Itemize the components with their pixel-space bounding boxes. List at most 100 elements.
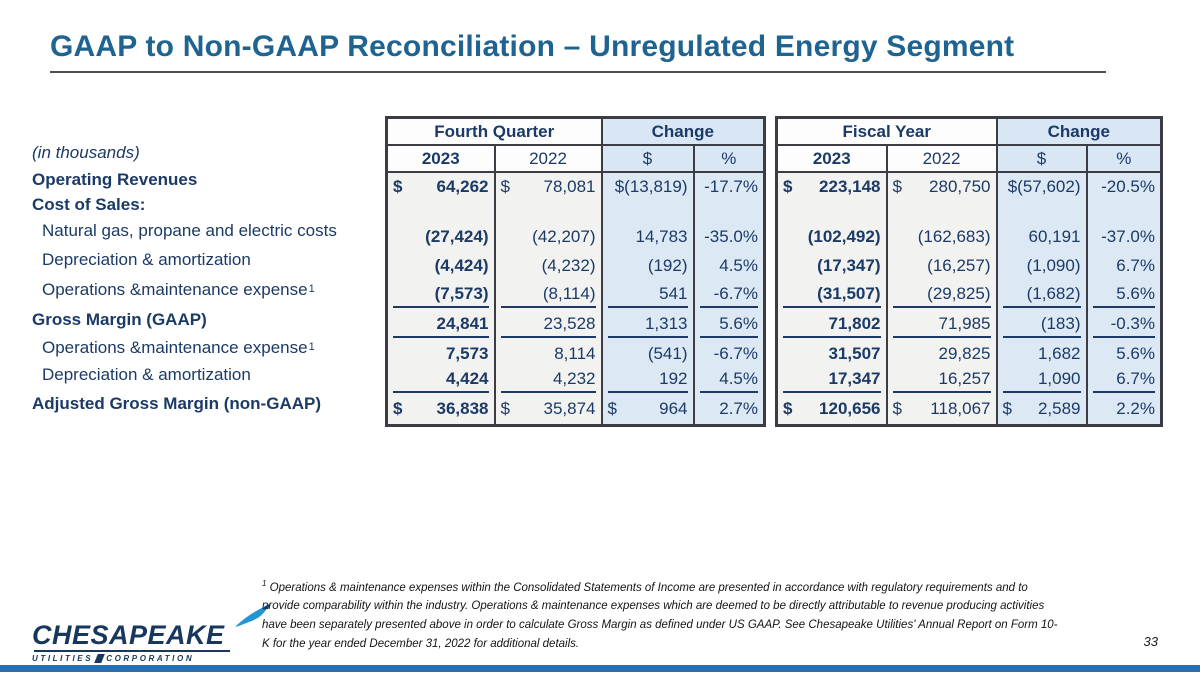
cell-value: (1,682): [1026, 283, 1081, 303]
table-row: (27,424) (42,207) 14,783 -35.0%: [385, 222, 766, 251]
table-cell: $118,067: [885, 395, 998, 425]
table-cell: [493, 200, 603, 222]
cell-value: 36,838: [436, 399, 489, 419]
cell-value: 4,424: [445, 369, 489, 388]
table-cell: $2,589: [995, 395, 1088, 425]
table-cell: 541: [600, 280, 695, 311]
row-label: Depreciation & amortization: [42, 249, 251, 269]
currency-symbol: $: [500, 176, 510, 196]
table-row: 17,347 16,257 1,090 6.7%: [775, 367, 1163, 395]
page-title: GAAP to Non-GAAP Reconciliation – Unregu…: [50, 30, 1015, 63]
cell-value: 23,528: [543, 313, 596, 333]
cell-value: 8,114: [554, 343, 596, 363]
table-cell: 17,347: [775, 367, 888, 395]
cell-value: (8,114): [542, 283, 596, 303]
table-cell: (183): [995, 311, 1088, 340]
table-row: (7,573) (8,114) 541 -6.7%: [385, 280, 766, 311]
currency-symbol: $: [1002, 399, 1012, 419]
cell-value: (16,257): [927, 255, 991, 275]
cell-value: 2,589: [1037, 399, 1081, 419]
logo-subtext-corporation: CORPORATION: [106, 654, 195, 663]
footnote: 1 Operations & maintenance expenses with…: [262, 578, 1062, 653]
cell-value: 964: [659, 399, 688, 419]
table-row: [385, 200, 766, 222]
cell-value: 78,081: [543, 176, 596, 196]
cell-value: 5.6%: [1116, 343, 1155, 363]
currency-symbol: $: [607, 399, 617, 419]
table-row: [775, 200, 1163, 222]
bird-swoosh-icon: [235, 604, 270, 627]
table-cell: 192: [600, 367, 695, 395]
footnote-text: Operations & maintenance expenses within…: [262, 581, 1058, 650]
cell-value: 24,841: [436, 313, 489, 333]
table-cell: (17,347): [775, 251, 888, 280]
table-cell: 1,313: [600, 311, 695, 340]
table-cell: 1,090: [995, 367, 1088, 395]
cell-value: 71,802: [828, 313, 881, 333]
table-cell: 4,232: [493, 367, 603, 395]
cell-value: 2.7%: [719, 399, 758, 419]
table-cell: $35,874: [493, 395, 603, 425]
cell-value: 5.6%: [719, 313, 758, 333]
table-cell: 8,114: [493, 340, 603, 367]
column-header: 2022: [493, 145, 603, 173]
cell-value: (4,232): [541, 255, 596, 275]
table-row: $223,148 $280,750 $(57,602) -20.5%: [775, 172, 1163, 200]
table-cell: 29,825: [885, 340, 998, 367]
row-label: Natural gas, propane and electric costs: [42, 220, 337, 240]
table-cell: (4,424): [385, 251, 496, 280]
column-header: $: [995, 145, 1088, 173]
group-header: Fiscal Year: [775, 117, 998, 146]
group-header: Change: [995, 117, 1163, 146]
chesapeake-logo: CHESAPEAKE UTILITIES CORPORATION: [32, 604, 270, 664]
table-cell: 2.2%: [1085, 395, 1163, 425]
group-header: Fourth Quarter: [385, 117, 603, 146]
table-cell: (4,232): [493, 251, 603, 280]
table-cell: $964: [600, 395, 695, 425]
table-cell: $120,656: [775, 395, 888, 425]
table-cell: -37.0%: [1085, 222, 1163, 251]
table-cell: 5.6%: [1085, 280, 1163, 311]
cell-value: 1,313: [644, 313, 688, 333]
column-header: 2022: [885, 145, 998, 173]
row-label: Gross Margin (GAAP): [32, 309, 207, 329]
table-cell: [1085, 200, 1163, 222]
table-cell: [600, 200, 695, 222]
table-cell: $280,750: [885, 172, 998, 200]
table-cell: 60,191: [995, 222, 1088, 251]
cell-value: 31,507: [828, 343, 881, 363]
logo-subtext: UTILITIES CORPORATION: [32, 654, 252, 663]
cell-value: 192: [659, 369, 688, 388]
cell-value: 17,347: [828, 369, 881, 388]
table-row: 24,841 23,528 1,313 5.6%: [385, 311, 766, 340]
cell-value: (7,573): [434, 283, 489, 303]
currency-symbol: $: [783, 399, 793, 419]
cell-value: 1,090: [1037, 369, 1081, 388]
cell-value: 4,232: [552, 369, 596, 388]
column-header: %: [692, 145, 766, 173]
table-cell: 6.7%: [1085, 367, 1163, 395]
currency-symbol: $: [393, 399, 403, 419]
cell-value: 16,257: [938, 369, 991, 388]
table-cell: -20.5%: [1085, 172, 1163, 200]
table-cell: (162,683): [885, 222, 998, 251]
table-cell: 14,783: [600, 222, 695, 251]
table-row: 7,573 8,114 (541) -6.7%: [385, 340, 766, 367]
table-cell: (541): [600, 340, 695, 367]
table-cell: (27,424): [385, 222, 496, 251]
table-cell: 4.5%: [692, 251, 766, 280]
table-cell: 6.7%: [1085, 251, 1163, 280]
table-cell: -17.7%: [692, 172, 766, 200]
cell-value: (162,683): [917, 226, 991, 246]
cell-value: -0.3%: [1110, 313, 1155, 333]
row-label: Depreciation & amortization: [42, 365, 251, 384]
table-cell: -35.0%: [692, 222, 766, 251]
cell-value: $(57,602): [1007, 176, 1081, 196]
cell-value: -6.7%: [713, 343, 758, 363]
table-row: $120,656 $118,067 $2,589 2.2%: [775, 395, 1163, 425]
in-thousands-row: (in thousands): [32, 116, 384, 166]
table-cell: 2.7%: [692, 395, 766, 425]
table-cell: 4.5%: [692, 367, 766, 395]
table-cell: -6.7%: [692, 280, 766, 311]
